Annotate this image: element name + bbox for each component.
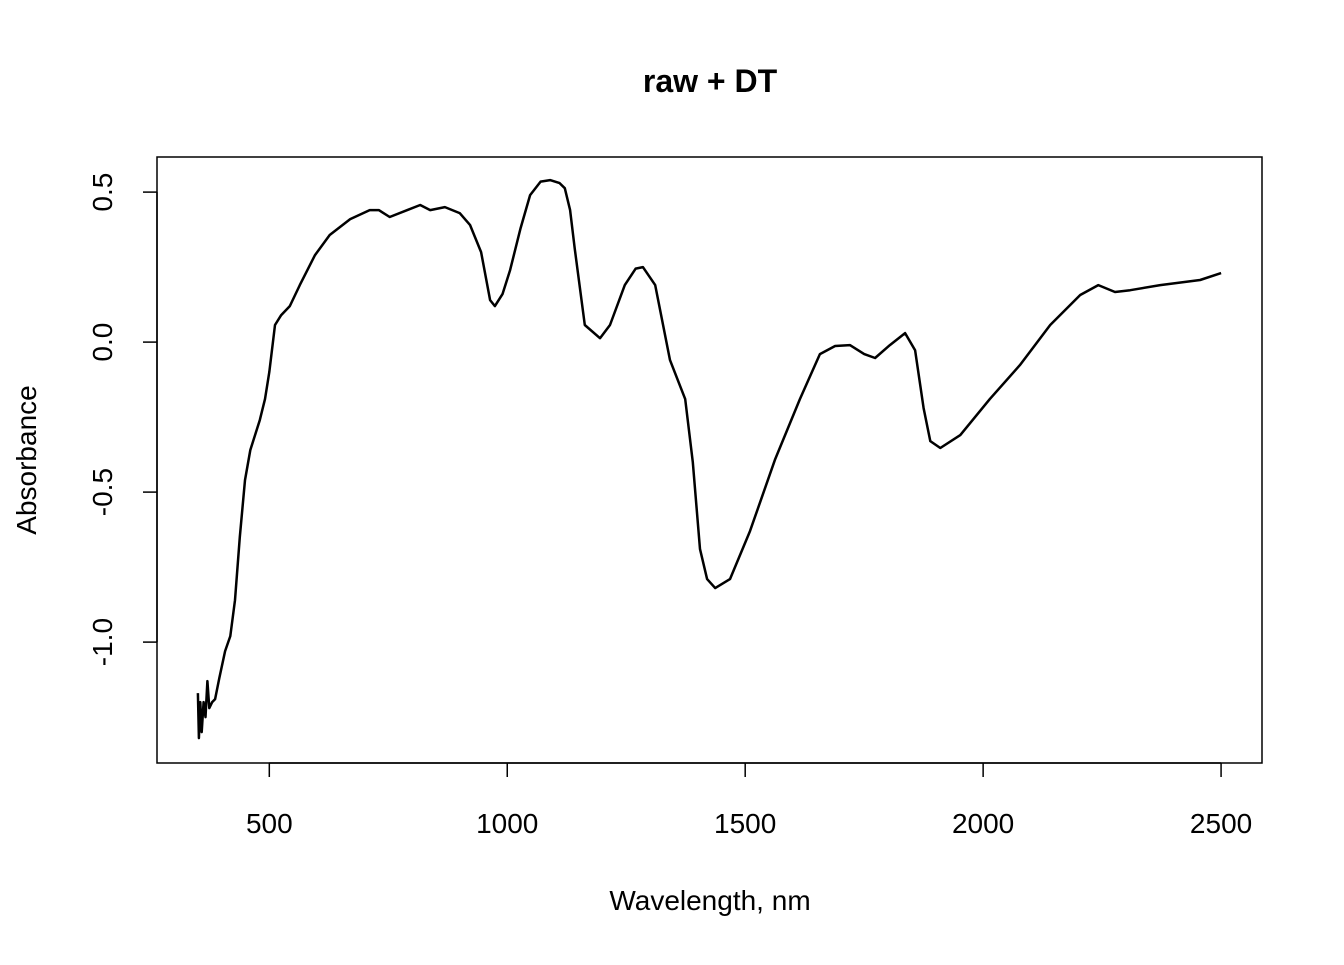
y-tick-label: 0.0 (87, 323, 118, 362)
y-axis-label: Absorbance (11, 385, 42, 534)
chart-title: raw + DT (643, 63, 778, 99)
x-tick-label: 2500 (1190, 808, 1252, 839)
y-tick-label: 0.5 (87, 173, 118, 212)
x-tick-label: 1000 (476, 808, 538, 839)
x-tick-label: 2000 (952, 808, 1014, 839)
y-tick-label: -1.0 (87, 618, 118, 666)
spectrum-line (196, 178, 1222, 740)
x-tick-label: 500 (246, 808, 293, 839)
plot-box (156, 156, 1263, 764)
y-tick-label: -0.5 (87, 468, 118, 516)
x-tick-label: 1500 (714, 808, 776, 839)
x-axis-label: Wavelength, nm (609, 885, 810, 916)
